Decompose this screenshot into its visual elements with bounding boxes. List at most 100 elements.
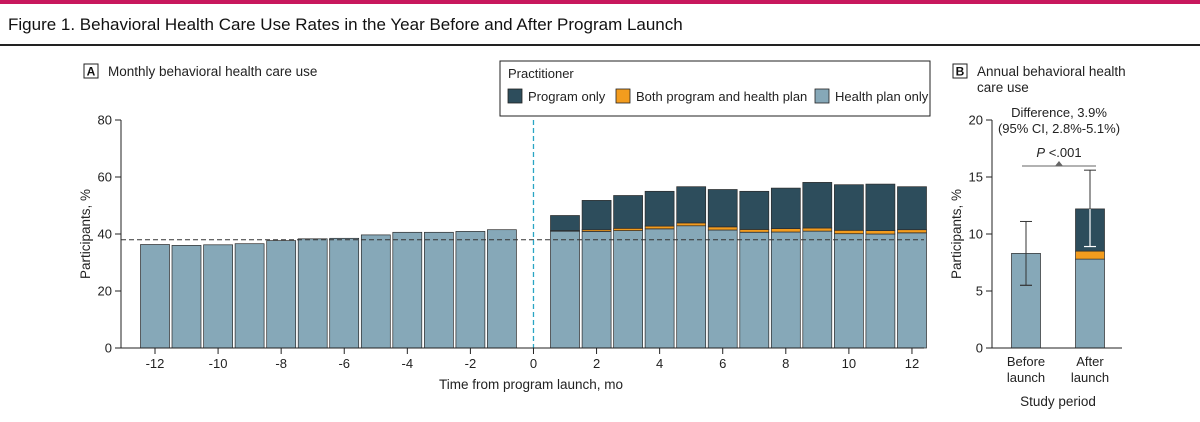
bar-health-plan-only-month--4 bbox=[392, 231, 423, 349]
difference-annotation-line-1: Difference, 3.9% bbox=[1011, 105, 1107, 120]
bar-health-plan-only-month-4 bbox=[644, 228, 675, 349]
panel-a-ytick-label: 40 bbox=[98, 227, 112, 242]
panel-b-category-label-line-1: After bbox=[1076, 354, 1104, 369]
panel-a-xtick-label: 12 bbox=[905, 356, 919, 371]
bar-program-only-month-4 bbox=[644, 190, 675, 227]
legend-label-program-only: Program only bbox=[528, 89, 606, 104]
panel-a-xtick-label: -10 bbox=[209, 356, 228, 371]
difference-annotation-line-2: (95% CI, 2.8%-5.1%) bbox=[998, 121, 1120, 136]
bar-program-only-month-8 bbox=[770, 187, 801, 229]
bar-both-month-11 bbox=[865, 230, 896, 235]
bar-health-plan-only-month--2 bbox=[455, 231, 486, 349]
bar-health-plan-only-month--3 bbox=[424, 231, 454, 349]
panel-b-ytick-label: 15 bbox=[969, 170, 983, 185]
bar-health-plan-only-month-3 bbox=[613, 230, 643, 349]
bar-program-only-month-5 bbox=[676, 186, 707, 224]
panel-a-bars bbox=[121, 120, 927, 349]
panel-b-tag bbox=[952, 63, 968, 79]
panel-a-ylabel: Participants, % bbox=[78, 189, 93, 279]
bar-health-plan-only-month--7 bbox=[297, 238, 328, 349]
panel-b-bars bbox=[1011, 169, 1105, 349]
panel-b-chart: Difference, 3.9% (95% CI, 2.8%-5.1%) P <… bbox=[949, 105, 1122, 409]
bar-health-plan-only-month-11 bbox=[865, 233, 896, 349]
legend-swatch-both bbox=[615, 88, 631, 104]
bar-health-plan-only-month-5 bbox=[676, 225, 707, 349]
bar-health-plan-only-month-9 bbox=[802, 230, 833, 349]
panel-a-ytick-label: 0 bbox=[105, 341, 112, 356]
bar-health-plan-only-month--5 bbox=[360, 234, 391, 349]
legend-box bbox=[499, 60, 931, 117]
bar-both-month-9 bbox=[802, 227, 833, 232]
accent-bar bbox=[0, 0, 1200, 4]
bar-health-plan-only-month--1 bbox=[487, 229, 517, 349]
p-value-number: <.001 bbox=[1045, 145, 1082, 160]
panel-a-ytick-label: 80 bbox=[98, 113, 112, 128]
panel-a-xtick-label: 4 bbox=[656, 356, 663, 371]
bar-health-plan-only-month-7 bbox=[739, 231, 770, 349]
legend: Practitioner Program only Both program a… bbox=[499, 60, 931, 117]
figure-title: Figure 1. Behavioral Health Care Use Rat… bbox=[8, 15, 683, 34]
legend-title: Practitioner bbox=[508, 66, 574, 81]
bar-program-only-month-9 bbox=[802, 182, 833, 229]
bar-health-plan-only-month--6 bbox=[329, 237, 360, 349]
bar-both-month-5 bbox=[676, 222, 707, 227]
panel-b-category-label-line-2: launch bbox=[1071, 370, 1109, 385]
p-value-letter: P bbox=[1036, 145, 1045, 160]
panel-a-xtick-label: 8 bbox=[782, 356, 789, 371]
panel-a-xtick-label: -2 bbox=[465, 356, 477, 371]
title-rule bbox=[0, 44, 1200, 46]
bar-program-only-month-7 bbox=[739, 190, 770, 230]
panel-a-ytick-label: 20 bbox=[98, 284, 112, 299]
bar-program-only-month-10 bbox=[834, 184, 864, 231]
panel-b-ytick-label: 20 bbox=[969, 113, 983, 128]
bar-health-plan-only-month-6 bbox=[707, 229, 738, 349]
bar-program-only-month-1 bbox=[550, 215, 580, 231]
bar-health-plan-only-month--10 bbox=[203, 244, 233, 349]
bar-program-only-month-3 bbox=[613, 195, 643, 229]
bar-health-plan-only-month--8 bbox=[266, 240, 297, 349]
bar-health-plan-only-month-8 bbox=[770, 231, 801, 349]
panel-b-category-label-line-2: launch bbox=[1007, 370, 1045, 385]
bar-health-plan-only-month--12 bbox=[140, 244, 170, 349]
panel-a-xtick-label: -4 bbox=[402, 356, 414, 371]
legend-swatch-program-only bbox=[507, 88, 523, 104]
panel-a-xlabel: Time from program launch, mo bbox=[439, 377, 623, 392]
panel-a-header: A Monthly behavioral health care use bbox=[83, 63, 317, 79]
panel-b-ytick-label: 10 bbox=[969, 227, 983, 242]
bar-program-only-month-6 bbox=[707, 189, 738, 228]
bar-health-plan-only-month--9 bbox=[234, 243, 265, 349]
panel-b-tag-label: B bbox=[956, 65, 965, 79]
bar-health-plan-only-month-10 bbox=[834, 233, 864, 349]
bar-health-plan-only-month-2 bbox=[581, 231, 612, 349]
panel-a-tag bbox=[83, 63, 99, 79]
panel-a-chart: 0 20 40 60 80 -12 -10 -8 -6 -4 -2 0 2 4 6 8 10 12 Partici… bbox=[78, 113, 927, 392]
bar-health-plan-only-after-launch bbox=[1075, 258, 1105, 349]
panel-a-xtick-label: 10 bbox=[842, 356, 856, 371]
panel-b-xlabel: Study period bbox=[1020, 394, 1096, 409]
bar-both-month-12 bbox=[897, 229, 927, 234]
bar-program-only-month-11 bbox=[865, 183, 896, 231]
bar-both-after-launch bbox=[1075, 250, 1105, 260]
panel-b-title-line-1: Annual behavioral health bbox=[977, 64, 1126, 79]
panel-b-header: B Annual behavioral health care use bbox=[952, 63, 1126, 95]
p-value-annotation: P <.001 bbox=[1036, 145, 1081, 160]
panel-a-axes: 0 20 40 60 80 -12 -10 -8 -6 -4 -2 0 2 4 6 8 10 12 bbox=[98, 113, 924, 371]
panel-b-ytick-label: 0 bbox=[976, 341, 983, 356]
legend-label-both: Both program and health plan bbox=[636, 89, 807, 104]
legend-swatch-health-plan-only bbox=[814, 88, 830, 104]
bar-both-month-8 bbox=[770, 228, 801, 233]
panel-b-ylabel: Participants, % bbox=[949, 189, 964, 279]
panel-a-title: Monthly behavioral health care use bbox=[108, 64, 317, 79]
bar-health-plan-only-month--11 bbox=[171, 245, 202, 349]
legend-label-health-plan-only: Health plan only bbox=[835, 89, 929, 104]
bar-health-plan-only-month-12 bbox=[897, 232, 927, 349]
panel-a-xtick-label: -8 bbox=[275, 356, 287, 371]
panel-b-title-line-2: care use bbox=[977, 80, 1029, 95]
panel-b-category-label-line-1: Before bbox=[1007, 354, 1045, 369]
panel-b-ytick-label: 5 bbox=[976, 284, 983, 299]
panel-a-xtick-label: -12 bbox=[146, 356, 165, 371]
panel-a-tag-label: A bbox=[87, 65, 96, 79]
panel-a-xtick-label: 6 bbox=[719, 356, 726, 371]
